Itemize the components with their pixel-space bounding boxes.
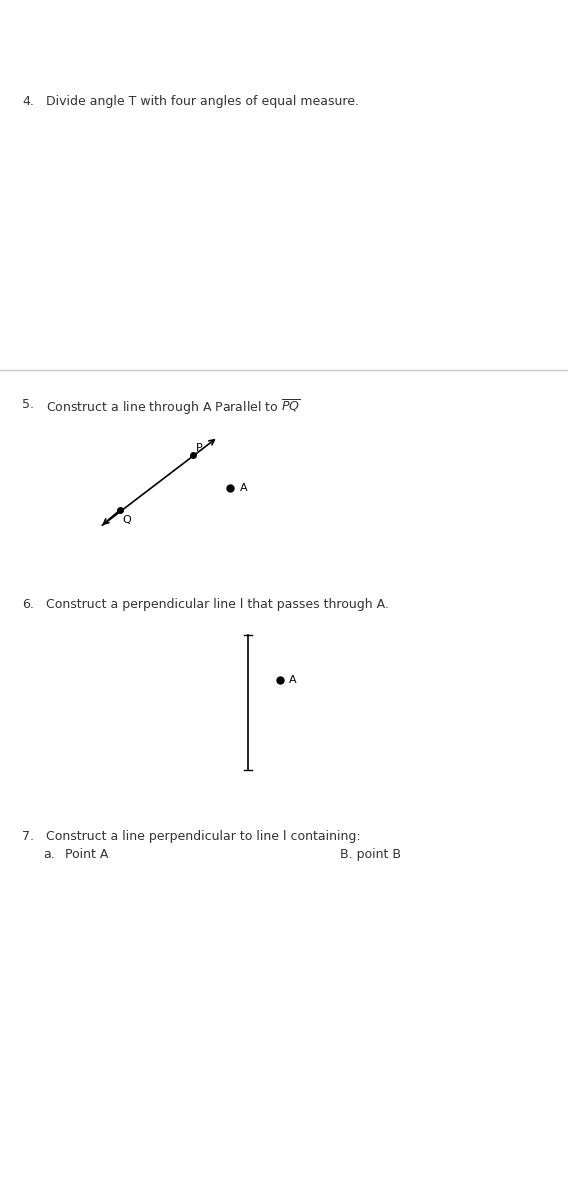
Text: Construct a line perpendicular to line l containing:: Construct a line perpendicular to line l… <box>46 830 361 842</box>
Text: Divide angle T with four angles of equal measure.: Divide angle T with four angles of equal… <box>46 95 359 108</box>
Text: A: A <box>289 674 296 685</box>
Text: P: P <box>196 443 203 452</box>
Text: 7.: 7. <box>22 830 34 842</box>
Text: A: A <box>240 484 248 493</box>
Text: 5.: 5. <box>22 398 34 410</box>
Text: Construct a line through A Parallel to $\overline{PQ}$: Construct a line through A Parallel to $… <box>46 398 300 418</box>
Text: Construct a perpendicular line l that passes through A.: Construct a perpendicular line l that pa… <box>46 598 389 611</box>
Text: 6.: 6. <box>22 598 34 611</box>
Text: a.: a. <box>43 848 55 862</box>
Text: Point A: Point A <box>65 848 108 862</box>
Text: Q: Q <box>123 515 132 524</box>
Text: B. point B: B. point B <box>340 848 401 862</box>
Text: 4.: 4. <box>22 95 34 108</box>
